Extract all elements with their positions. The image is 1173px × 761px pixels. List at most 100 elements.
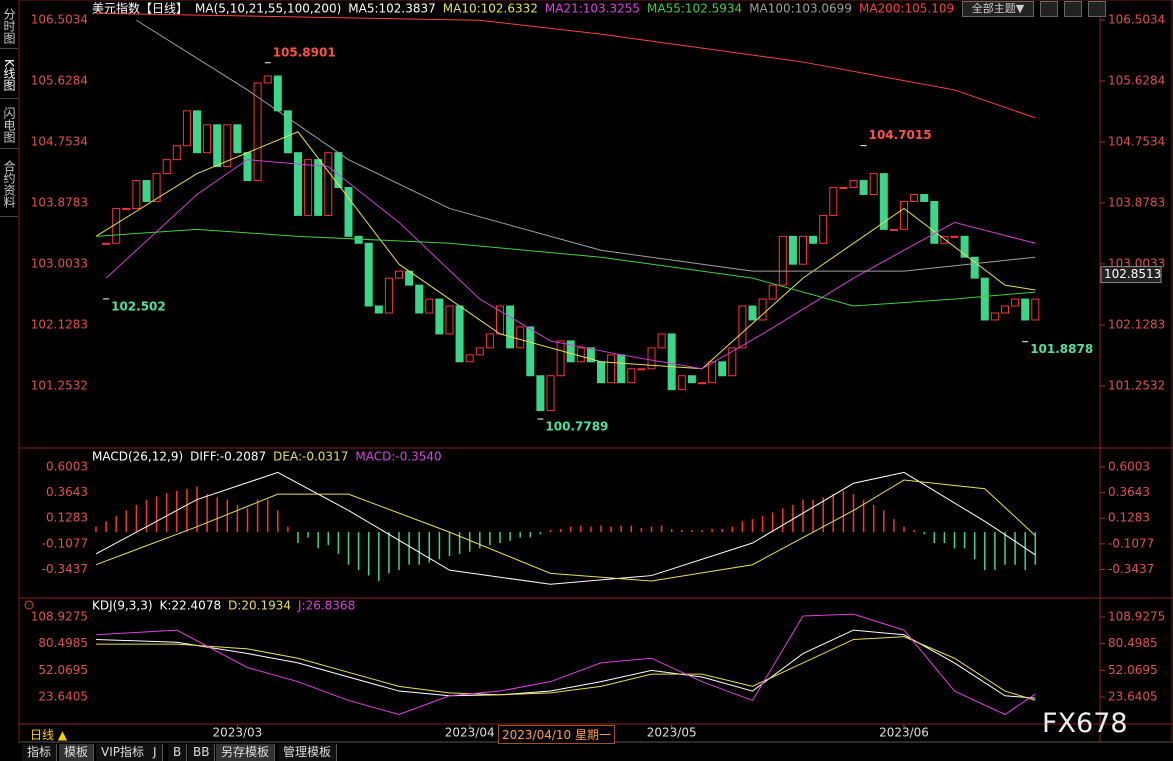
candle	[132, 180, 141, 209]
candle	[617, 354, 626, 384]
panel-header: DEA:-0.0317	[273, 450, 348, 464]
candle	[475, 347, 484, 356]
candle	[1001, 305, 1009, 314]
y-tick-label: 0.1283	[1108, 511, 1150, 525]
candle	[879, 173, 888, 230]
candle	[960, 235, 969, 258]
y-tick-label: 23.6405	[38, 690, 88, 704]
y-tick-label: 108.9275	[1108, 610, 1165, 624]
candle	[415, 284, 424, 314]
y-tick-label: 80.4985	[38, 636, 88, 650]
y-tick-label: -0.3437	[1108, 562, 1154, 576]
candle	[263, 75, 272, 84]
panel-header: K:22.4078	[160, 599, 222, 613]
panel-header: MA100:103.0699	[749, 2, 852, 16]
candle	[627, 368, 636, 384]
y-tick-label: -0.1077	[1108, 536, 1154, 550]
indicator-line	[95, 471, 1036, 585]
candle	[556, 340, 565, 377]
candle	[698, 382, 706, 385]
panel-header: MA55:102.5934	[647, 2, 742, 16]
y-tick-label: 104.7534	[1108, 134, 1165, 148]
y-tick-label: 0.6003	[46, 459, 88, 473]
sidebar-tab[interactable]: 闪电图	[0, 102, 18, 149]
candle	[748, 305, 757, 321]
window-button[interactable]	[1088, 1, 1106, 17]
candle	[374, 305, 383, 314]
candle	[213, 124, 222, 168]
candle	[667, 333, 676, 391]
candle	[314, 159, 323, 216]
candle	[435, 298, 444, 335]
y-tick-label: 80.4985	[1108, 636, 1158, 650]
window-button[interactable]	[1040, 1, 1058, 17]
indicator-line	[105, 159, 1036, 370]
panel-header: MACD:-0.3540	[355, 450, 441, 464]
bottom-tab[interactable]: 指标	[22, 744, 58, 761]
panel-header: MA200:105.109	[859, 2, 954, 16]
x-tick-label: 2023/05	[647, 726, 697, 740]
y-tick-label: 52.0695	[1108, 663, 1158, 677]
last-price-box	[1100, 266, 1162, 284]
candle	[283, 110, 292, 154]
panel-header: MA5:102.3837	[348, 2, 436, 16]
candle	[465, 354, 474, 363]
bottom-tab[interactable]: BB	[188, 744, 216, 761]
bottom-tab[interactable]: 模板	[59, 744, 95, 761]
candle	[940, 235, 949, 244]
candle	[718, 361, 727, 377]
watermark: FX678	[1042, 708, 1128, 739]
last-price-label: 102.8513	[1104, 267, 1161, 281]
bottom-tab[interactable]: 管理模板	[278, 744, 338, 761]
frame	[18, 0, 1173, 743]
bottom-tab[interactable]: 另存模板	[216, 744, 276, 761]
y-tick-label: -0.1077	[42, 536, 88, 550]
candle	[243, 152, 252, 182]
candle	[536, 375, 545, 412]
candle	[738, 305, 747, 349]
sidebar-tab[interactable]: 分时图	[0, 4, 18, 49]
y-tick-label: 52.0695	[38, 663, 88, 677]
candle	[910, 193, 919, 202]
bottom-tab[interactable]: J	[148, 744, 163, 761]
candle	[1031, 298, 1040, 321]
candle	[607, 354, 616, 384]
candle	[647, 347, 656, 370]
candle	[778, 235, 787, 286]
candle	[869, 173, 878, 195]
y-tick-label: 105.6284	[31, 73, 88, 87]
candle	[900, 200, 908, 230]
bottom-tab[interactable]: B	[168, 744, 188, 761]
candle	[829, 187, 838, 216]
candle	[980, 277, 989, 321]
candle	[788, 235, 797, 265]
y-tick-label: 101.2532	[31, 378, 88, 392]
candle	[344, 187, 353, 237]
y-tick-label: 103.0033	[31, 256, 88, 270]
window-button[interactable]	[1064, 1, 1082, 17]
panel-header: J:26.8368	[297, 599, 355, 613]
candle	[203, 124, 212, 154]
annotation-label: 100.7789	[545, 420, 608, 434]
candle	[364, 242, 373, 307]
panel-header: MA(5,10,21,55,100,200)	[195, 2, 341, 16]
candle	[758, 298, 767, 321]
candle	[546, 375, 555, 412]
period-selector[interactable]: 日线 ▲	[30, 728, 68, 742]
y-tick-label: -0.3437	[42, 562, 88, 576]
candle	[597, 361, 605, 384]
candle	[920, 193, 929, 202]
candle	[354, 235, 363, 244]
indicator-line	[95, 613, 1036, 716]
sidebar-tab[interactable]: 合约资料	[0, 152, 18, 217]
theme-button[interactable]: 全部主题▼	[962, 1, 1034, 17]
bottom-tab[interactable]: VIP指标	[96, 744, 150, 761]
candle	[425, 298, 434, 314]
candle	[950, 235, 959, 238]
sidebar-tab[interactable]: K线图	[0, 52, 18, 99]
indicator-line	[136, 19, 1036, 272]
cursor-date: 2023/04/10 星期一	[498, 725, 615, 744]
candle	[687, 375, 696, 384]
y-tick-label: 108.9275	[31, 610, 88, 624]
y-tick-label: 0.6003	[1108, 459, 1150, 473]
